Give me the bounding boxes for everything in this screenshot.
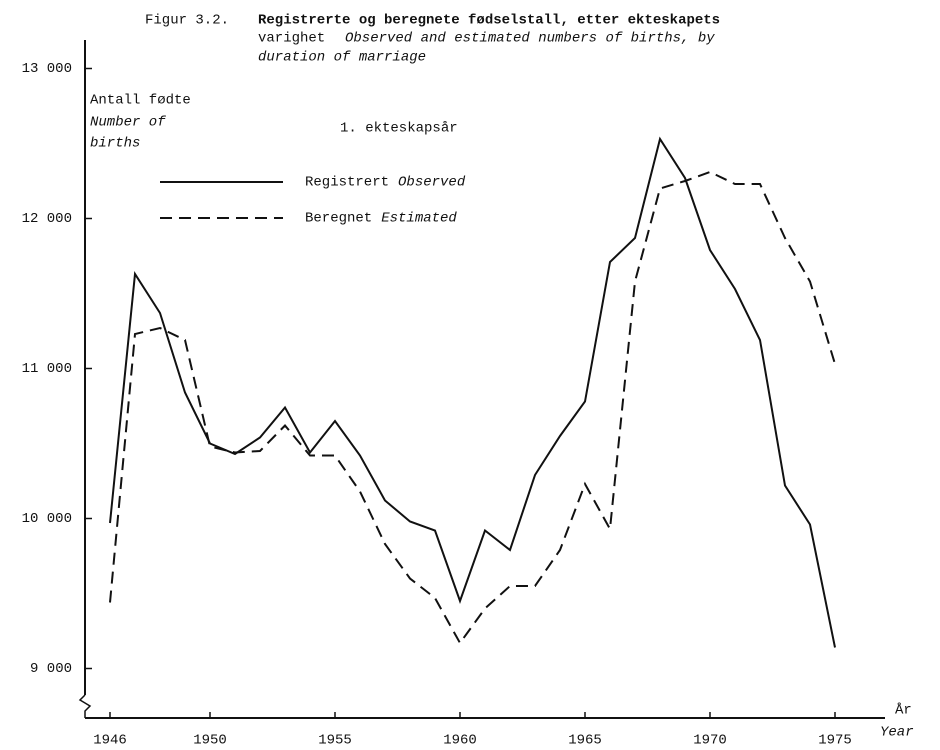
x-label: År [895, 702, 912, 719]
y-tick-label: 10 000 [22, 511, 72, 527]
series-line [109, 136, 836, 648]
x-tick-label: 1960 [443, 733, 477, 749]
axis-break [78, 694, 92, 718]
y-tick-label: 12 000 [22, 211, 72, 227]
title-en: Observed and estimated numbers of births… [345, 31, 715, 47]
y-label-en: births [90, 136, 140, 152]
legend-label: Registrert [305, 175, 389, 191]
legend-label: Beregnet [305, 211, 372, 227]
x-tick-label: 1970 [693, 733, 727, 749]
x-tick-label: 1965 [568, 733, 602, 749]
x-tick-label: 1946 [93, 733, 127, 749]
x-tick-label: 1950 [193, 733, 227, 749]
y-tick-label: 9 000 [30, 661, 72, 677]
y-tick-label: 11 000 [22, 361, 72, 377]
legend-label-en: Observed [398, 175, 466, 191]
title-en: duration of marriage [258, 50, 426, 66]
series-line [109, 170, 836, 645]
title: varighet [258, 31, 325, 47]
y-label-en: Number of [90, 115, 166, 131]
y-label: Antall fødte [90, 93, 191, 109]
x-label-en: Year [880, 725, 914, 741]
title: Registrerte og beregnete fødselstall, et… [258, 13, 720, 29]
x-tick-label: 1955 [318, 733, 352, 749]
title-number: Figur 3.2. [145, 13, 229, 29]
legend-label-en: Estimated [381, 211, 457, 227]
x-tick-label: 1975 [818, 733, 852, 749]
subtitle: 1. ekteskapsår [340, 121, 458, 137]
y-tick-label: 13 000 [22, 61, 72, 77]
